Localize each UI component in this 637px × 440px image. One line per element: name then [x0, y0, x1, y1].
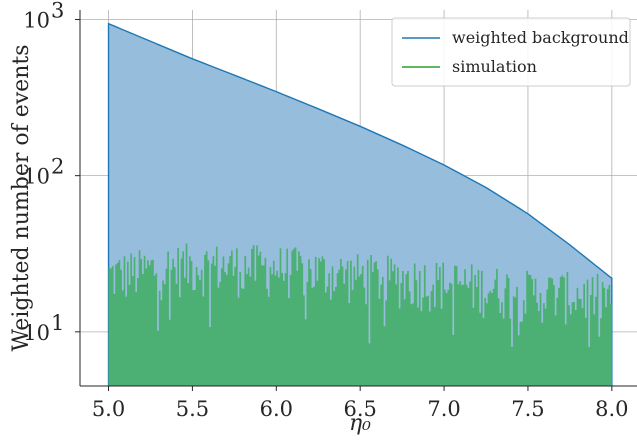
- background-line: [107, 22, 613, 387]
- y-tick-exponent: 1: [51, 311, 64, 335]
- simulation-histogram: [108, 243, 612, 386]
- y-tick-label: 10: [23, 8, 50, 32]
- legend-label-simulation: simulation: [452, 57, 537, 76]
- legend: weighted background simulation: [391, 17, 631, 87]
- x-tick-label: 7.5: [511, 397, 544, 421]
- x-tick-label: 7.0: [427, 397, 460, 421]
- y-axis-label: Weighted number of events: [9, 44, 34, 351]
- simulation-bars: [108, 243, 612, 386]
- x-tick-label: 5.5: [176, 397, 209, 421]
- x-tick-label: 8.0: [595, 397, 628, 421]
- x-ticks: 5.0 5.5 6.0 6.5 7.0 7.5 8.0: [92, 386, 629, 421]
- y-tick-label: 10: [23, 321, 50, 345]
- legend-label-background: weighted background: [452, 28, 629, 47]
- x-tick-label: 6.0: [260, 397, 293, 421]
- x-tick-label: 6.5: [343, 397, 376, 421]
- x-tick-label: 5.0: [92, 397, 125, 421]
- y-tick-label: 10: [23, 165, 50, 189]
- y-tick-exponent: 3: [51, 0, 64, 22]
- legend-box: [391, 17, 631, 87]
- y-tick-exponent: 2: [51, 155, 64, 179]
- x-axis-label: η₀: [349, 411, 371, 436]
- plot-frame: [79, 10, 637, 387]
